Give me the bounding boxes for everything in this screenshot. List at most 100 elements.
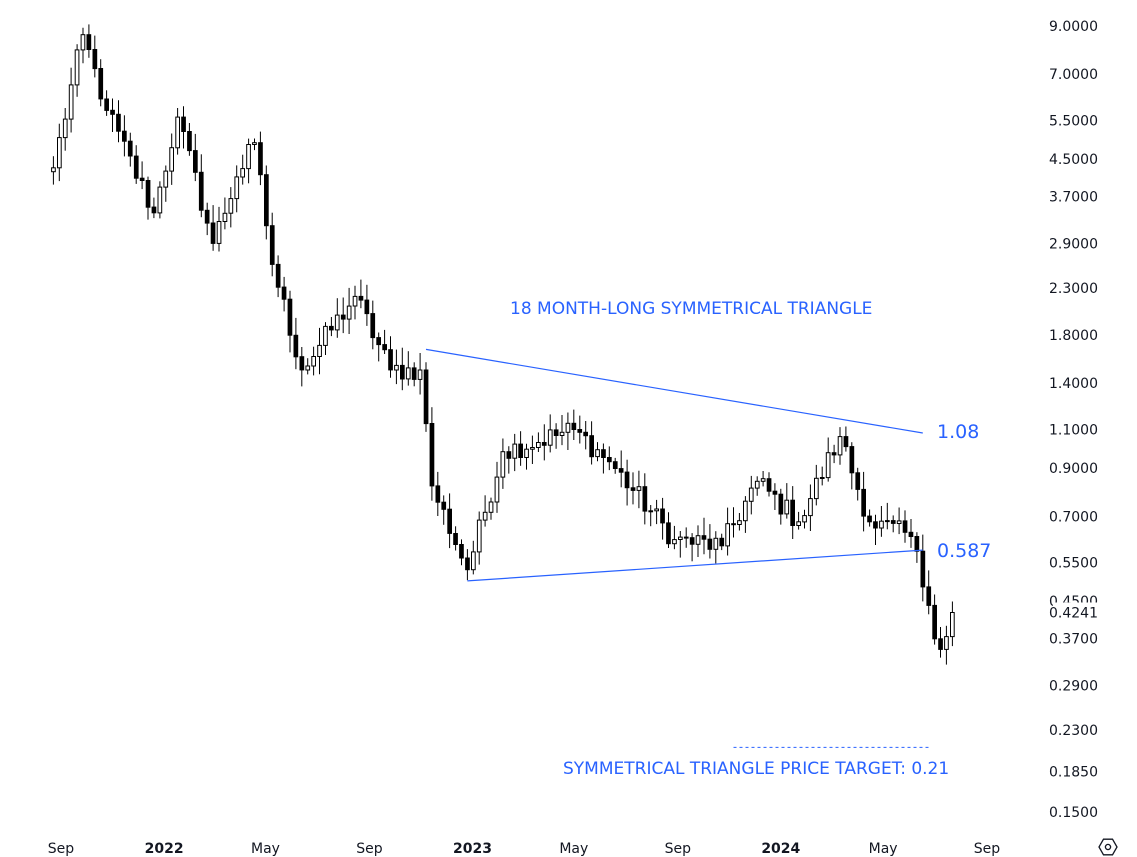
candle-body bbox=[902, 520, 908, 533]
candle bbox=[423, 362, 429, 432]
candle-body bbox=[701, 535, 707, 540]
candle bbox=[382, 329, 387, 354]
candle bbox=[240, 154, 246, 185]
candle-body bbox=[429, 423, 435, 487]
candle bbox=[512, 433, 518, 472]
last-price-badge bbox=[1053, 602, 1109, 623]
candle-body bbox=[482, 511, 488, 521]
candle bbox=[127, 132, 133, 167]
candle bbox=[660, 497, 665, 540]
candle bbox=[222, 197, 228, 230]
candle bbox=[252, 138, 257, 151]
candle bbox=[524, 443, 529, 470]
candle bbox=[630, 472, 636, 505]
candle bbox=[305, 358, 311, 375]
candle-body bbox=[624, 471, 630, 489]
candle-body bbox=[843, 436, 849, 448]
y-tick-label: 0.9000 bbox=[1049, 461, 1098, 477]
candle-body bbox=[666, 522, 671, 545]
candle bbox=[790, 486, 795, 539]
triangle-title-label: 18 MONTH-LONG SYMMETRICAL TRIANGLE bbox=[510, 299, 872, 319]
candle bbox=[411, 362, 417, 387]
candle bbox=[547, 414, 553, 453]
candle bbox=[849, 442, 855, 490]
trendline-upper[interactable] bbox=[425, 348, 923, 434]
candle-body bbox=[530, 447, 535, 450]
candle-body bbox=[772, 490, 778, 495]
candle-body bbox=[187, 131, 192, 152]
candle bbox=[743, 496, 748, 533]
candle-body bbox=[778, 493, 784, 515]
candle bbox=[725, 507, 730, 556]
candle bbox=[228, 187, 234, 228]
candle bbox=[536, 432, 541, 452]
candle-body bbox=[198, 171, 204, 211]
x-axis[interactable]: Sep 2022 May Sep 2023 May Sep 2024 May Sep bbox=[48, 841, 1001, 857]
x-tick-label: Sep bbox=[665, 841, 692, 857]
candle bbox=[760, 471, 766, 487]
candle-body bbox=[518, 443, 523, 459]
candle-body bbox=[914, 536, 920, 552]
candle bbox=[695, 525, 701, 557]
y-axis[interactable]: 9.0000 7.0000 5.5000 4.5000 3.7000 2.9000 2.30… bbox=[1049, 19, 1109, 821]
candle-body bbox=[512, 443, 518, 459]
candle bbox=[98, 59, 104, 107]
candle bbox=[618, 450, 624, 488]
candle bbox=[352, 285, 358, 320]
candle-body bbox=[595, 449, 600, 458]
candle-body bbox=[879, 520, 884, 529]
candle-body bbox=[441, 501, 447, 510]
candle-body bbox=[275, 263, 281, 288]
candle bbox=[861, 471, 866, 532]
candle bbox=[873, 514, 878, 545]
candle bbox=[784, 483, 790, 519]
candle-body bbox=[311, 356, 316, 367]
candle-body bbox=[246, 144, 251, 170]
annotations-layer: 18 MONTH-LONG SYMMETRICAL TRIANGLE 1.08 … bbox=[510, 299, 991, 779]
candle-body bbox=[944, 636, 949, 650]
candle-body bbox=[287, 298, 293, 336]
candle-body bbox=[139, 177, 145, 181]
candle-body bbox=[459, 544, 464, 559]
candle-body bbox=[358, 295, 364, 301]
candle bbox=[944, 625, 949, 665]
candle-body bbox=[453, 533, 458, 545]
candle bbox=[364, 284, 370, 326]
candle bbox=[269, 212, 275, 277]
candle-body bbox=[660, 508, 665, 524]
candle bbox=[559, 415, 565, 446]
y-tick-label: 0.2900 bbox=[1049, 678, 1098, 694]
candle-body bbox=[323, 325, 328, 346]
y-tick-label: 0.3700 bbox=[1049, 632, 1098, 648]
candle bbox=[885, 502, 890, 530]
candle-body bbox=[240, 168, 246, 178]
candle bbox=[429, 407, 435, 501]
candle bbox=[334, 298, 340, 338]
candle bbox=[713, 531, 719, 564]
candle-body bbox=[612, 461, 618, 470]
candle-body bbox=[849, 446, 855, 474]
candle bbox=[825, 437, 831, 482]
candle-body bbox=[719, 537, 725, 547]
candle-body bbox=[317, 344, 322, 357]
candle-body bbox=[565, 422, 571, 433]
y-tick-label: 9.0000 bbox=[1049, 19, 1098, 35]
candle bbox=[500, 438, 506, 489]
trendline-lower[interactable] bbox=[467, 549, 923, 582]
candle-body bbox=[908, 531, 914, 537]
candle-body bbox=[814, 477, 819, 500]
candle-body bbox=[269, 225, 275, 265]
candle bbox=[234, 165, 240, 213]
candle-body bbox=[618, 468, 624, 473]
candle-body bbox=[873, 521, 878, 529]
candle-body bbox=[293, 334, 299, 358]
candle-body bbox=[86, 34, 92, 51]
candle-body bbox=[867, 515, 872, 523]
candle-body bbox=[216, 221, 222, 244]
candle-body bbox=[636, 486, 642, 491]
candle bbox=[837, 427, 843, 465]
x-tick-label: Sep bbox=[974, 841, 1001, 857]
candle bbox=[163, 165, 169, 202]
settings-gear-icon[interactable] bbox=[1098, 838, 1118, 856]
candle bbox=[648, 505, 654, 527]
